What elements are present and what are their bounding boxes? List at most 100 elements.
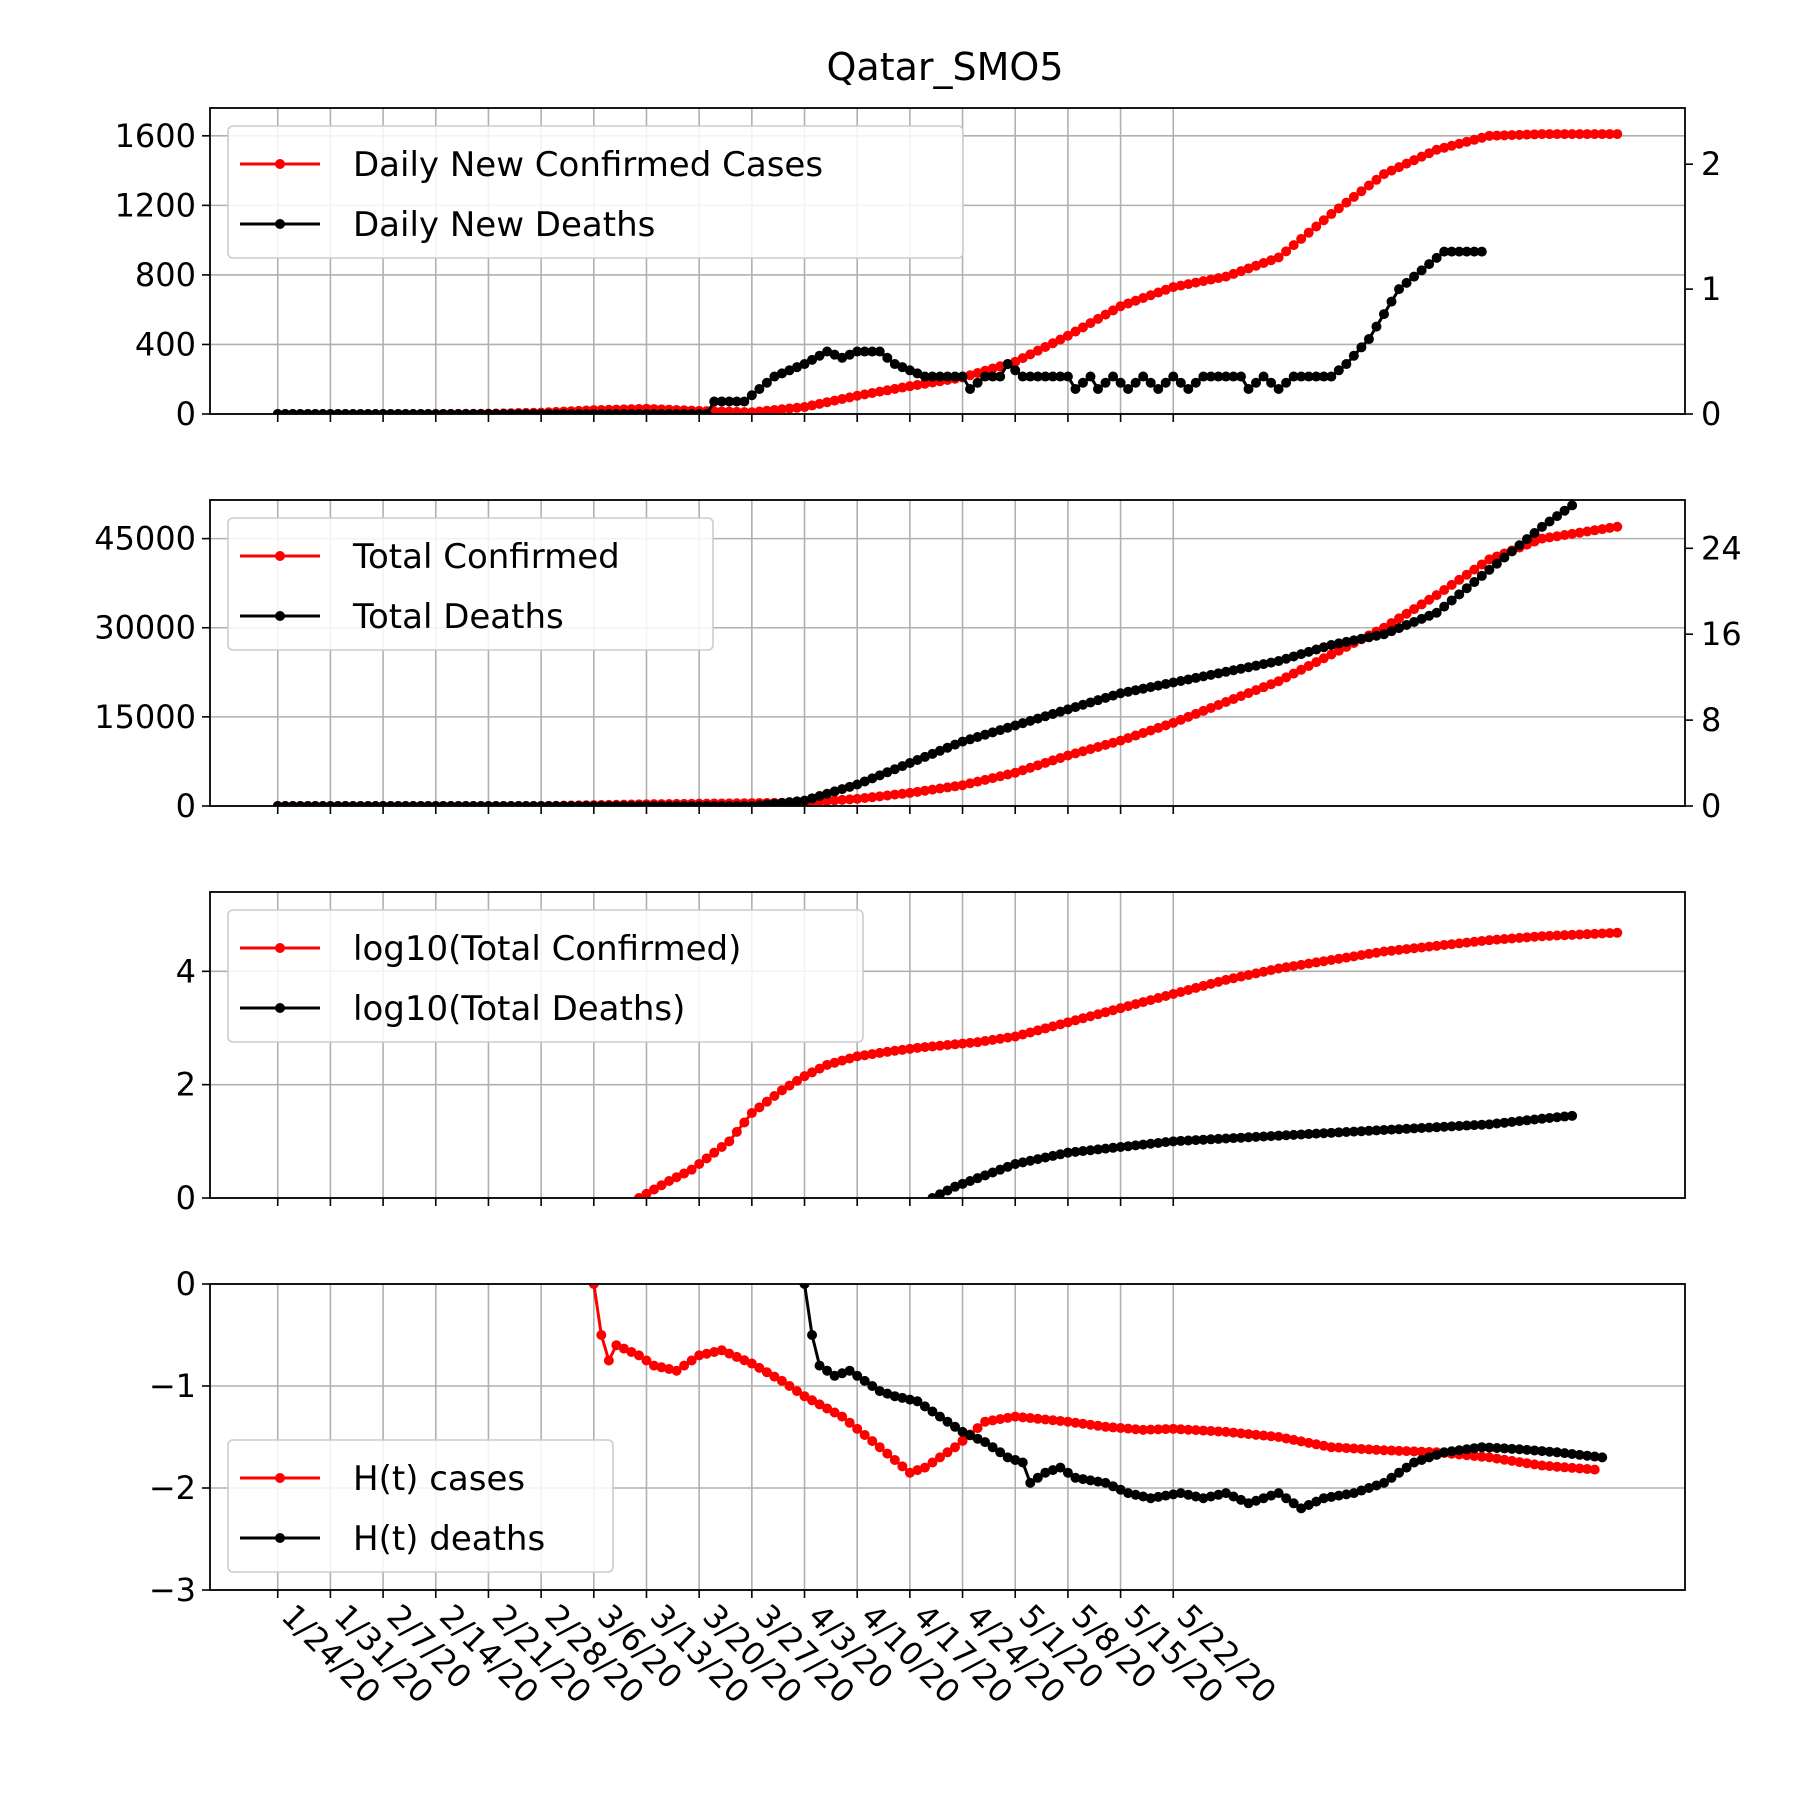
data-point [1002,722,1013,733]
data-point [1356,633,1367,644]
data-point [1115,1142,1126,1152]
data-point [1491,551,1502,562]
data-point [1138,728,1149,739]
data-point [1439,142,1450,153]
legend-item: H(t) deaths [240,1519,545,1559]
data-point [1138,683,1149,694]
data-point [852,346,863,357]
legend: H(t) cases H(t) deaths [227,1439,614,1573]
y-tick-label: −1 [149,1367,196,1405]
data-point [1160,679,1171,690]
data-point [1409,943,1420,954]
data-point [1318,1440,1329,1451]
data-point [340,409,351,414]
data-point [1514,932,1525,943]
data-point [837,1368,848,1379]
data-point [852,793,863,804]
data-point [1085,697,1096,708]
data-point [1205,274,1216,285]
data-point [1273,384,1284,395]
data-point [1220,1426,1231,1437]
data-point [1010,1411,1021,1422]
data-point [761,1367,772,1378]
data-point [972,1433,983,1444]
data-point [1469,1443,1480,1454]
legend-label: Total Deaths [352,597,564,637]
data-point [1378,946,1389,957]
data-point [1296,1503,1307,1514]
data-point [731,396,742,407]
legend-swatch-marker [275,551,285,561]
data-point [867,346,878,357]
data-point [1010,1159,1021,1169]
data-point [837,784,848,795]
data-point [641,409,652,414]
data-point [799,1071,810,1082]
data-point [1612,521,1623,532]
data-point [784,1381,795,1391]
data-point [965,384,976,395]
data-point [618,801,629,806]
data-point [874,386,885,397]
data-point [1032,1413,1043,1424]
data-point [1235,1132,1246,1143]
data-point [1205,978,1216,989]
data-point [1100,1143,1111,1154]
data-point [1416,613,1427,624]
data-point [1378,169,1389,180]
data-point [1093,1009,1104,1020]
data-point [1198,276,1209,287]
data-point [1266,377,1277,388]
data-point [874,1386,885,1397]
data-point [686,801,697,806]
data-point [1130,377,1141,388]
data-point [1491,1443,1502,1454]
data-point [1062,1147,1073,1158]
legend-box [227,517,714,651]
data-point [618,409,629,414]
data-point [340,801,351,806]
data-point [1303,1500,1314,1510]
data-point [927,1193,938,1198]
data-point [987,1034,998,1045]
data-point [912,786,923,797]
data-point [1386,1124,1397,1135]
data-point [1123,1423,1134,1434]
data-point [1017,1412,1028,1423]
data-point [1055,1462,1066,1473]
data-point [498,801,509,806]
data-point [957,1038,968,1049]
data-point [739,407,750,414]
data-point [799,1284,810,1289]
data-point [1235,266,1246,277]
axes-frame [209,499,1686,807]
data-point [566,409,577,414]
data-point [1431,144,1442,155]
data-point [1017,353,1028,364]
data-point [1371,947,1382,958]
data-point [1574,1449,1585,1460]
data-point [272,801,283,806]
data-point [1273,252,1284,263]
data-point [581,409,592,414]
data-point [1198,1134,1209,1145]
data-point [1205,1134,1216,1145]
series-h-t-cases [588,1284,1600,1478]
data-point [596,1330,607,1340]
data-point [950,1181,961,1192]
data-point [363,801,374,806]
data-point [1032,760,1043,771]
data-point [739,396,750,407]
data-point [679,801,690,806]
data-point [1017,371,1028,382]
data-point [1326,371,1337,382]
data-point [378,409,389,414]
data-point [1205,702,1216,713]
data-point [807,1067,818,1078]
data-point [980,1170,991,1181]
data-point [912,1042,923,1053]
data-point [882,385,893,396]
data-point [829,395,840,406]
data-point [1025,715,1036,726]
